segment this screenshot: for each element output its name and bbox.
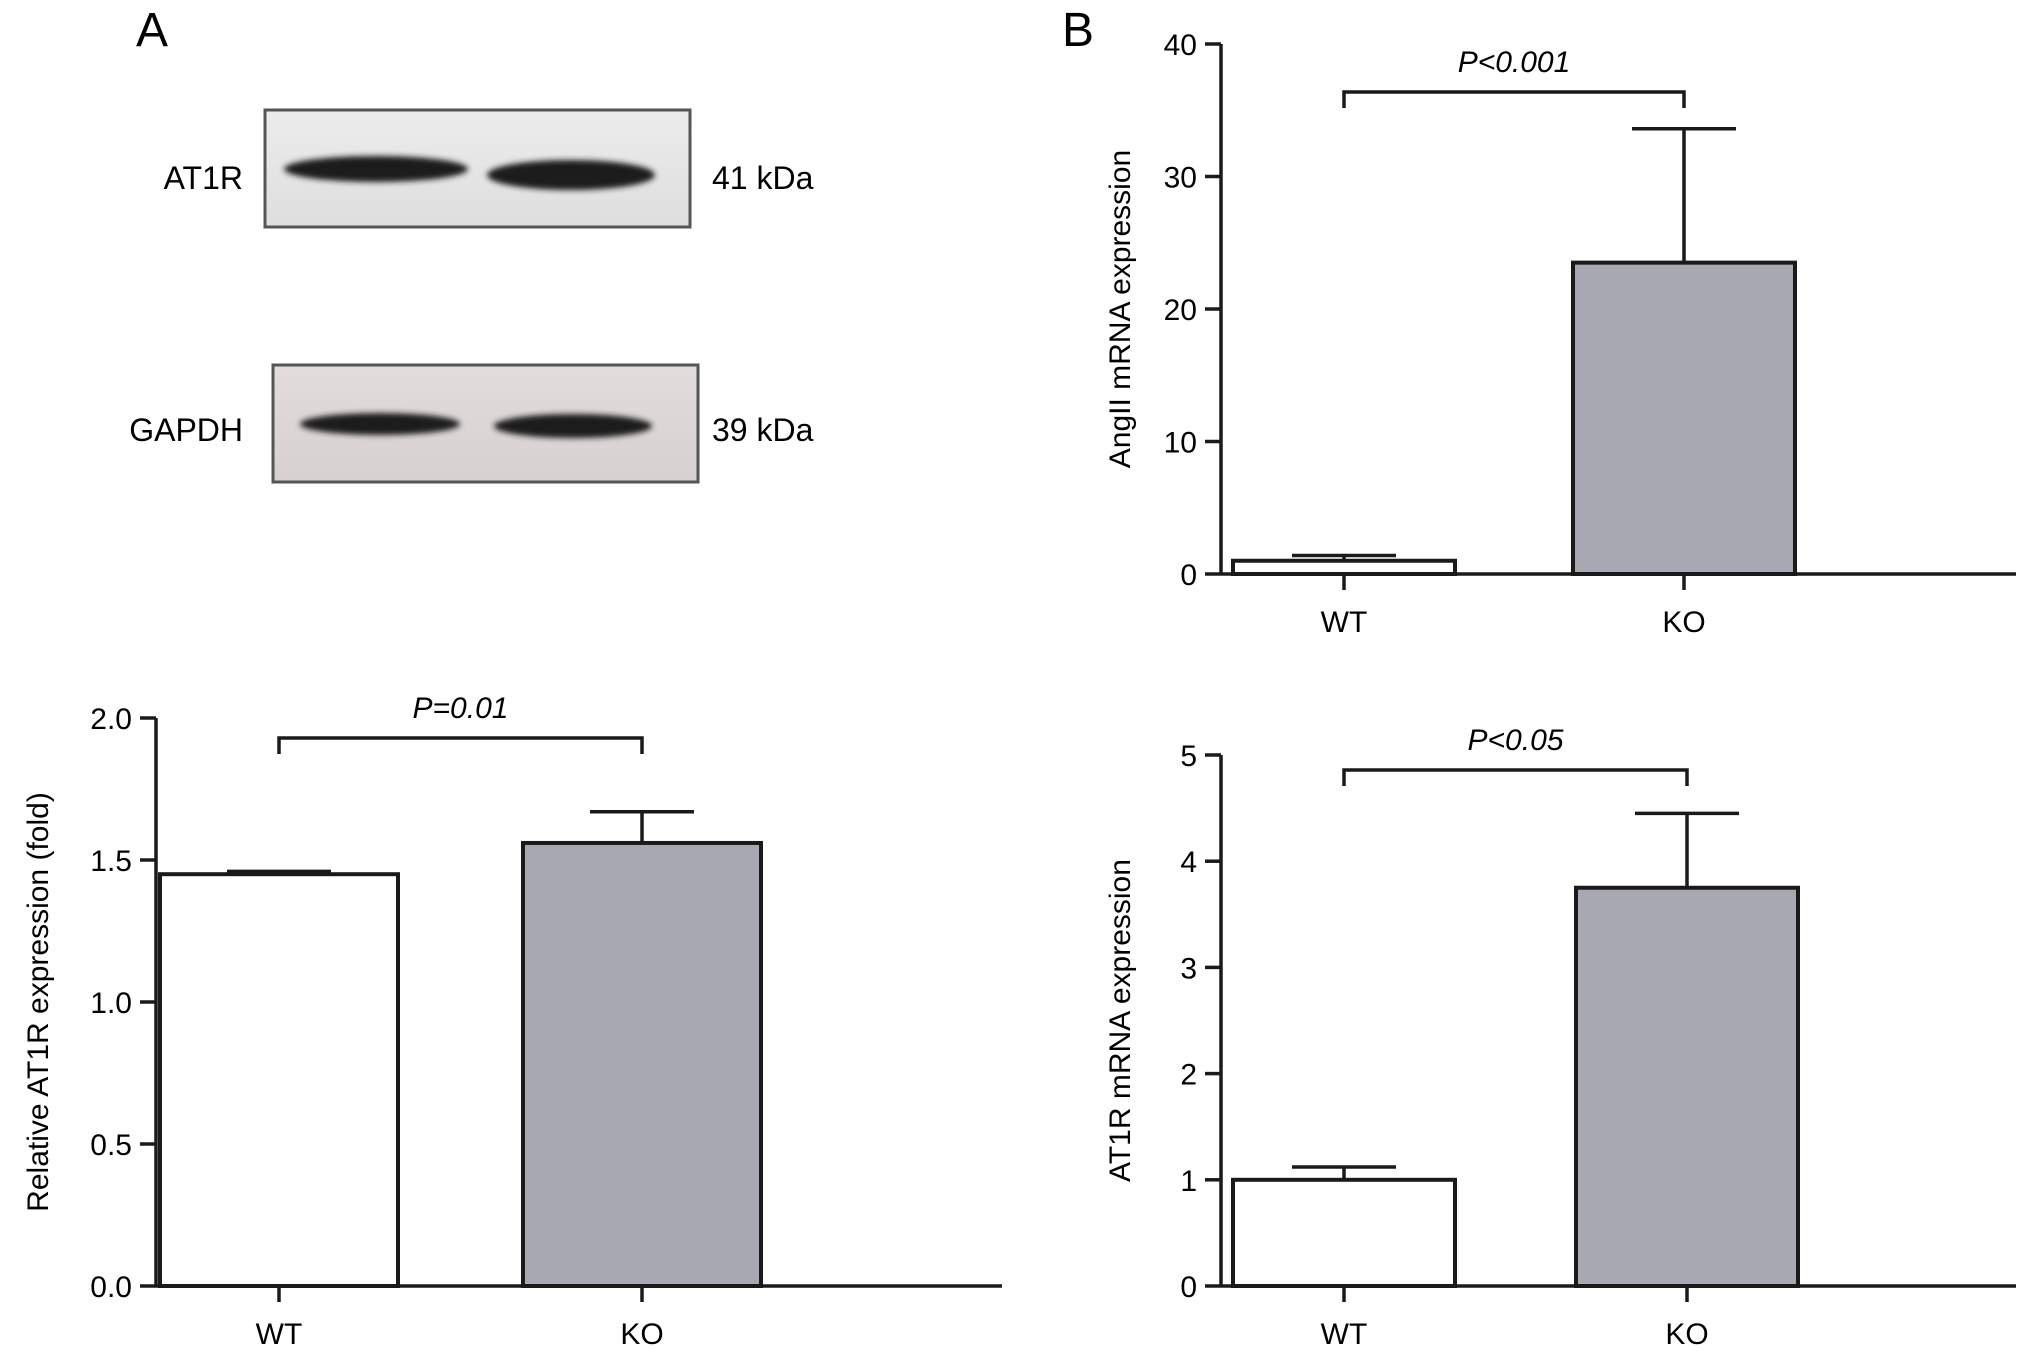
blot-label-gapdh: GAPDH bbox=[129, 412, 243, 448]
y-tick-label: 2.0 bbox=[90, 703, 132, 736]
y-tick-label: 30 bbox=[1164, 162, 1197, 195]
bar-ko bbox=[521, 840, 763, 1289]
significance-bracket bbox=[1342, 90, 1686, 108]
p-value-label: P=0.01 bbox=[413, 692, 509, 725]
y-tick-label: 5 bbox=[1180, 740, 1197, 773]
x-tick-label-wt: WT bbox=[1321, 1318, 1368, 1351]
panel-letter-b: B bbox=[1062, 4, 1094, 57]
bar-wt bbox=[1231, 1177, 1457, 1289]
blot-mass-gapdh: 39 kDa bbox=[712, 412, 814, 448]
bar-ko bbox=[1574, 885, 1800, 1288]
panel-letter-a: A bbox=[136, 4, 168, 57]
bar-wt bbox=[158, 872, 400, 1288]
chart-b-at1r-mrna: 0 1 2 3 4 5 WT KO P<0.05 AT1R mRNA expression bbox=[1104, 724, 2016, 1351]
y-tick-label: 20 bbox=[1164, 294, 1197, 327]
bar-ko bbox=[1571, 260, 1797, 576]
x-tick-label-ko: KO bbox=[1662, 606, 1705, 639]
p-value-label: P<0.001 bbox=[1458, 46, 1571, 79]
significance-bracket bbox=[1342, 768, 1689, 786]
y-tick-label: 4 bbox=[1180, 846, 1197, 879]
blot-mass-at1r: 41 kDa bbox=[712, 160, 814, 196]
y-tick-label: 0.0 bbox=[90, 1271, 132, 1304]
y-axis-title: AT1R mRNA expression bbox=[1104, 859, 1137, 1182]
y-axis-title: AngII mRNA expression bbox=[1104, 150, 1137, 468]
p-value-label: P<0.05 bbox=[1468, 724, 1564, 757]
y-tick-label: 1.0 bbox=[90, 987, 132, 1020]
y-tick-label: 3 bbox=[1180, 952, 1197, 985]
y-tick-label: 1 bbox=[1180, 1165, 1197, 1198]
western-blot: AT1R 41 kDa GAPDH 39 kDa bbox=[129, 108, 814, 484]
x-tick-label-ko: KO bbox=[1665, 1318, 1708, 1351]
blot-band-gapdh-ko bbox=[494, 414, 652, 438]
y-axis-title: Relative AT1R expression (fold) bbox=[22, 792, 55, 1212]
y-tick-label: 40 bbox=[1164, 29, 1197, 62]
y-tick-label: 2 bbox=[1180, 1059, 1197, 1092]
y-tick-label: 10 bbox=[1164, 427, 1197, 460]
y-tick-label: 0 bbox=[1180, 559, 1197, 592]
y-tick-label: 1.5 bbox=[90, 845, 132, 878]
chart-b-angii-mrna: 0 10 20 30 40 WT KO P<0.001 AngII mRNA expressio… bbox=[1104, 29, 2016, 639]
bar-wt bbox=[1231, 558, 1457, 576]
blot-label-at1r: AT1R bbox=[164, 160, 243, 196]
significance-bracket bbox=[277, 736, 644, 754]
blot-band-at1r-wt bbox=[284, 156, 468, 182]
chart-a-relative-at1r: 0.0 0.5 1.0 1.5 2.0 WT KO P=0.01 Relative AT1R e… bbox=[22, 692, 1002, 1351]
y-tick-label: 0.5 bbox=[90, 1129, 132, 1162]
y-tick-label: 0 bbox=[1180, 1271, 1197, 1304]
blot-band-gapdh-wt bbox=[300, 413, 460, 435]
x-tick-label-ko: KO bbox=[620, 1318, 663, 1351]
x-tick-label-wt: WT bbox=[256, 1318, 303, 1351]
blot-band-at1r-ko bbox=[487, 160, 655, 190]
x-tick-label-wt: WT bbox=[1321, 606, 1368, 639]
